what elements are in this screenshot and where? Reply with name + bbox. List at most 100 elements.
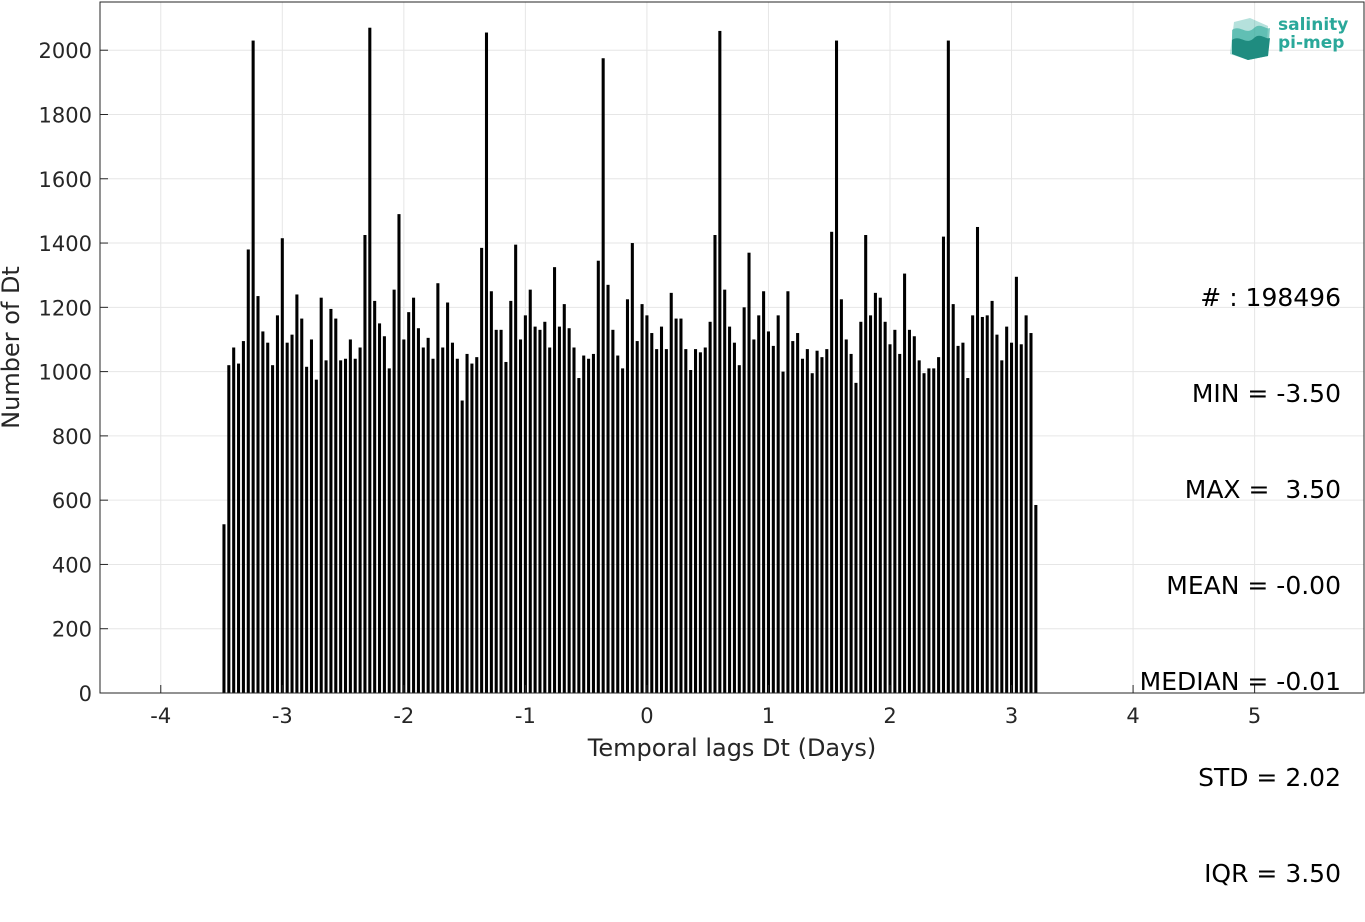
- histogram-bar: [285, 342, 289, 693]
- y-tick-label: 0: [79, 682, 92, 706]
- stat-median: MEDIAN = -0.01: [1139, 667, 1341, 696]
- histogram-bar: [290, 334, 294, 693]
- histogram-bar: [805, 349, 809, 693]
- histogram-bar: [606, 284, 610, 693]
- histogram-bar: [470, 363, 474, 693]
- histogram-bar: [893, 329, 897, 693]
- histogram-bar: [557, 326, 561, 693]
- histogram-bar: [781, 371, 785, 693]
- histogram-bar: [543, 321, 547, 693]
- histogram-bar: [1014, 276, 1018, 693]
- histogram-bar: [883, 321, 887, 693]
- histogram-bar: [300, 318, 304, 693]
- histogram-bar: [553, 267, 557, 693]
- histogram-bar: [971, 315, 975, 693]
- histogram-bar: [723, 289, 727, 693]
- statistics-box: # : 198496 MIN = -3.50 MAX = 3.50 MEAN =…: [1140, 218, 1341, 922]
- y-tick-label: 400: [52, 553, 92, 577]
- stat-iqr: IQR = 3.50: [1204, 859, 1341, 888]
- histogram-bar: [548, 347, 552, 693]
- histogram-bar: [708, 321, 712, 693]
- stat-max: MAX = 3.50: [1184, 475, 1341, 504]
- stat-mean: MEAN = -0.00: [1166, 571, 1341, 600]
- histogram-bar: [796, 333, 800, 693]
- histogram-bar: [616, 355, 620, 693]
- histogram-bars: [222, 27, 1038, 694]
- histogram-bar: [820, 357, 824, 693]
- histogram-bar: [849, 353, 853, 693]
- histogram-bar: [946, 40, 950, 693]
- histogram-bar: [698, 352, 702, 693]
- histogram-bar: [975, 226, 980, 693]
- histogram-bar: [436, 283, 440, 693]
- histogram-bar: [446, 302, 450, 693]
- histogram-bar: [810, 373, 814, 693]
- histogram-bar: [689, 369, 693, 693]
- histogram-bar: [650, 333, 654, 693]
- histogram-bar: [611, 329, 615, 693]
- wave-icon: [1230, 18, 1270, 60]
- histogram-bar: [460, 400, 464, 693]
- x-tick-label: 3: [1005, 704, 1018, 728]
- histogram-bar: [412, 297, 416, 693]
- y-tick-label: 1800: [39, 103, 92, 127]
- histogram-bar: [587, 358, 591, 693]
- histogram-bar: [251, 40, 255, 693]
- histogram-bar: [815, 350, 819, 693]
- histogram-bar: [533, 326, 537, 693]
- histogram-bar: [757, 315, 761, 693]
- histogram-bar: [407, 312, 411, 693]
- histogram-bar: [747, 252, 751, 694]
- histogram-bar: [859, 321, 863, 693]
- histogram-bar: [932, 368, 936, 693]
- histogram-bar: [694, 349, 698, 693]
- histogram-bar: [426, 337, 430, 693]
- histogram-bar: [271, 365, 275, 693]
- histogram-bar: [358, 347, 362, 693]
- histogram-bar: [280, 238, 284, 693]
- logo-line2: pi-mep: [1278, 33, 1345, 53]
- histogram-bar: [450, 342, 454, 693]
- histogram-bar: [630, 243, 634, 693]
- histogram-bar: [839, 299, 843, 693]
- histogram-bar: [878, 297, 882, 693]
- histogram-bar: [455, 358, 459, 693]
- stat-count: # : 198496: [1200, 283, 1341, 312]
- histogram-bar: [713, 235, 717, 693]
- histogram-bar: [397, 214, 401, 694]
- histogram-bar: [314, 379, 318, 693]
- histogram-bar: [538, 329, 542, 693]
- histogram-bar: [334, 318, 338, 693]
- histogram-bar: [786, 291, 790, 693]
- histogram-bar: [275, 315, 279, 693]
- histogram-bar: [985, 315, 989, 693]
- x-tick-label: 0: [640, 704, 653, 728]
- histogram-bar: [728, 326, 732, 693]
- histogram-bar: [995, 334, 999, 693]
- histogram-bar: [237, 363, 241, 693]
- histogram-bar: [737, 365, 741, 693]
- histogram-bar: [1019, 344, 1023, 693]
- histogram-bar: [679, 318, 683, 693]
- histogram-bar: [572, 347, 576, 693]
- histogram-bar: [475, 357, 479, 693]
- histogram-bar: [353, 358, 357, 693]
- histogram-bar: [941, 236, 946, 694]
- histogram-bar: [484, 32, 489, 694]
- histogram-bar: [465, 353, 469, 693]
- histogram-bar: [732, 342, 736, 693]
- histogram-bar: [256, 296, 260, 693]
- histogram-bar: [640, 304, 644, 693]
- histogram-bar: [951, 304, 955, 693]
- histogram-bar: [684, 349, 688, 693]
- histogram-bar: [348, 339, 352, 693]
- histogram-bar: [674, 318, 678, 693]
- histogram-bar: [577, 378, 581, 693]
- histogram-chart: -4 -3 -2 -1 0 1 2 3 4 5 0 200 400 600 800 1000 1200 1400…: [0, 1, 1365, 762]
- histogram-bar: [776, 315, 780, 693]
- histogram-bar: [324, 360, 328, 693]
- y-tick-label: 1200: [39, 296, 92, 320]
- x-axis-ticks: -4 -3 -2 -1 0 1 2 3 4 5: [150, 685, 1261, 728]
- histogram-bar: [441, 347, 445, 693]
- histogram-bar: [762, 291, 766, 693]
